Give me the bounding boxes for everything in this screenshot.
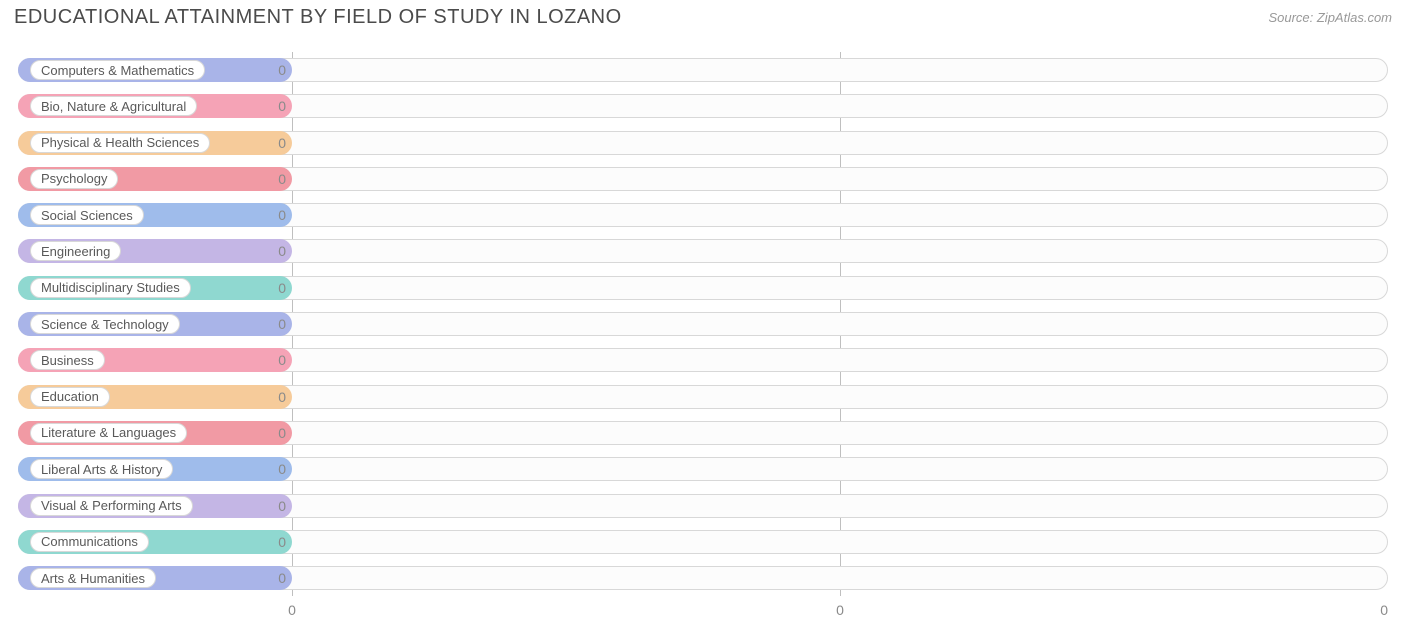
bar-value: 0	[278, 494, 286, 518]
bar: Business 0	[18, 348, 292, 372]
bar-label: Liberal Arts & History	[30, 459, 173, 479]
chart-row: Education 0	[18, 379, 1388, 415]
bar-value: 0	[278, 566, 286, 590]
bar-label: Physical & Health Sciences	[30, 133, 210, 153]
chart-row: Communications 0	[18, 524, 1388, 560]
bar-value: 0	[278, 530, 286, 554]
chart-row: Computers & Mathematics 0	[18, 52, 1388, 88]
chart-title: EDUCATIONAL ATTAINMENT BY FIELD OF STUDY…	[14, 6, 622, 29]
bar-label: Communications	[30, 532, 149, 552]
bar: Arts & Humanities 0	[18, 566, 292, 590]
bar-label: Education	[30, 387, 110, 407]
chart-row: Business 0	[18, 342, 1388, 378]
chart-row: Bio, Nature & Agricultural 0	[18, 88, 1388, 124]
bar: Science & Technology 0	[18, 312, 292, 336]
bar-label: Arts & Humanities	[30, 568, 156, 588]
chart-row: Arts & Humanities 0	[18, 560, 1388, 596]
chart-row: Visual & Performing Arts 0	[18, 488, 1388, 524]
bar: Communications 0	[18, 530, 292, 554]
bar-label: Business	[30, 350, 105, 370]
bar-label: Science & Technology	[30, 314, 180, 334]
bar-value: 0	[278, 131, 286, 155]
bar-label: Social Sciences	[30, 205, 144, 225]
bar-value: 0	[278, 276, 286, 300]
bar-label: Computers & Mathematics	[30, 60, 205, 80]
bar-value: 0	[278, 94, 286, 118]
bar: Physical & Health Sciences 0	[18, 131, 292, 155]
bar: Visual & Performing Arts 0	[18, 494, 292, 518]
chart-row: Physical & Health Sciences 0	[18, 125, 1388, 161]
chart-row: Psychology 0	[18, 161, 1388, 197]
chart-area: Computers & Mathematics0Bio, Nature & Ag…	[18, 52, 1388, 596]
x-axis: 0 0 0	[18, 602, 1388, 622]
x-tick-label: 0	[288, 602, 296, 618]
bar-value: 0	[278, 348, 286, 372]
bar-value: 0	[278, 239, 286, 263]
bar-label: Engineering	[30, 241, 121, 261]
chart-row: Engineering 0	[18, 233, 1388, 269]
chart-row: Social Sciences 0	[18, 197, 1388, 233]
bar: Literature & Languages 0	[18, 421, 292, 445]
bar: Computers & Mathematics 0	[18, 58, 292, 82]
bar-label: Psychology	[30, 169, 118, 189]
bar-label: Multidisciplinary Studies	[30, 278, 191, 298]
bar-value: 0	[278, 385, 286, 409]
bar: Education 0	[18, 385, 292, 409]
chart-row: Liberal Arts & History 0	[18, 451, 1388, 487]
bar: Social Sciences 0	[18, 203, 292, 227]
bar: Bio, Nature & Agricultural 0	[18, 94, 292, 118]
bar-label: Visual & Performing Arts	[30, 496, 193, 516]
bar-value: 0	[278, 457, 286, 481]
bar-value: 0	[278, 58, 286, 82]
bar: Multidisciplinary Studies 0	[18, 276, 292, 300]
chart-source: Source: ZipAtlas.com	[1268, 10, 1392, 25]
chart-row: Literature & Languages 0	[18, 415, 1388, 451]
chart-row: Multidisciplinary Studies 0	[18, 270, 1388, 306]
bar-value: 0	[278, 203, 286, 227]
bar-value: 0	[278, 167, 286, 191]
x-tick-label: 0	[836, 602, 844, 618]
bar: Engineering 0	[18, 239, 292, 263]
bar-value: 0	[278, 312, 286, 336]
bar: Psychology 0	[18, 167, 292, 191]
bar-value: 0	[278, 421, 286, 445]
bar-label: Literature & Languages	[30, 423, 187, 443]
x-tick-label: 0	[1380, 602, 1388, 618]
bar: Liberal Arts & History 0	[18, 457, 292, 481]
bar-label: Bio, Nature & Agricultural	[30, 96, 197, 116]
chart-row: Science & Technology 0	[18, 306, 1388, 342]
